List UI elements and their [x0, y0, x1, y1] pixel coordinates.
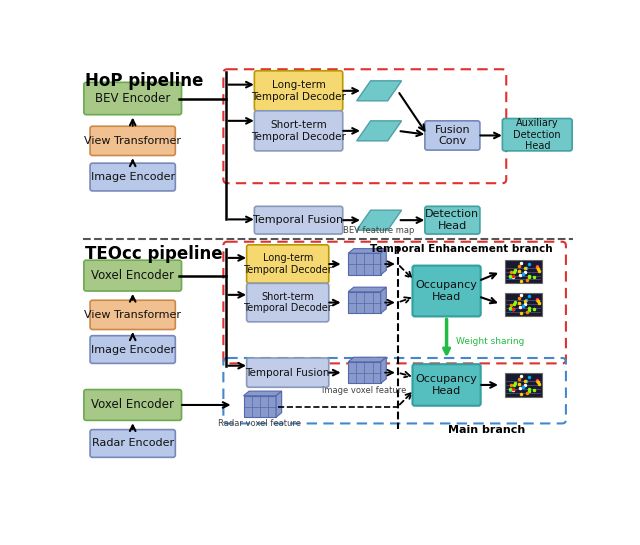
Text: Long-term
Temporal Decoder: Long-term Temporal Decoder	[251, 80, 346, 101]
FancyBboxPatch shape	[84, 260, 182, 291]
FancyBboxPatch shape	[246, 358, 329, 387]
Text: Image Encoder: Image Encoder	[91, 344, 175, 355]
FancyBboxPatch shape	[505, 293, 542, 316]
Text: Occupancy
Head: Occupancy Head	[415, 374, 477, 396]
FancyBboxPatch shape	[254, 111, 343, 151]
Text: View Transformer: View Transformer	[84, 136, 181, 146]
FancyBboxPatch shape	[90, 300, 175, 330]
FancyBboxPatch shape	[425, 207, 480, 234]
Polygon shape	[348, 357, 387, 362]
Text: Weight sharing: Weight sharing	[456, 337, 524, 346]
Text: BEV feature map: BEV feature map	[344, 226, 415, 235]
Polygon shape	[244, 391, 282, 396]
FancyBboxPatch shape	[84, 390, 182, 420]
Text: Image Encoder: Image Encoder	[91, 172, 175, 182]
Polygon shape	[356, 81, 402, 101]
Text: HoP pipeline: HoP pipeline	[85, 71, 204, 89]
Text: Occupancy
Head: Occupancy Head	[415, 280, 477, 302]
FancyBboxPatch shape	[90, 429, 175, 457]
Text: Fusion
Conv: Fusion Conv	[435, 125, 470, 146]
Polygon shape	[348, 362, 381, 384]
Text: Voxel Encoder: Voxel Encoder	[91, 269, 174, 282]
FancyBboxPatch shape	[90, 163, 175, 191]
FancyBboxPatch shape	[502, 118, 572, 151]
FancyBboxPatch shape	[425, 121, 480, 150]
FancyBboxPatch shape	[412, 364, 481, 405]
Text: TEOcc pipeline: TEOcc pipeline	[85, 245, 223, 263]
Polygon shape	[356, 121, 402, 141]
Polygon shape	[381, 249, 387, 275]
Polygon shape	[381, 357, 387, 384]
Text: Short-term
Temporal Decoder: Short-term Temporal Decoder	[251, 120, 346, 142]
FancyBboxPatch shape	[84, 82, 182, 114]
Text: View Transformer: View Transformer	[84, 310, 181, 320]
FancyBboxPatch shape	[246, 283, 329, 322]
Text: Main branch: Main branch	[449, 426, 525, 435]
Polygon shape	[348, 287, 387, 292]
FancyBboxPatch shape	[254, 71, 343, 111]
Polygon shape	[356, 210, 402, 230]
Text: Radar voxel feature: Radar voxel feature	[218, 419, 301, 428]
Text: Auxiliary
Detection
Head: Auxiliary Detection Head	[513, 118, 561, 152]
Text: Voxel Encoder: Voxel Encoder	[91, 398, 174, 411]
Polygon shape	[381, 287, 387, 313]
Text: Detection
Head: Detection Head	[426, 209, 479, 231]
FancyBboxPatch shape	[90, 336, 175, 364]
Text: Temporal Fusion: Temporal Fusion	[253, 215, 344, 225]
FancyBboxPatch shape	[246, 245, 329, 283]
Text: Long-term
Temporal Decoder: Long-term Temporal Decoder	[243, 253, 332, 275]
Polygon shape	[244, 396, 276, 417]
Text: Temporal Enhancement branch: Temporal Enhancement branch	[370, 244, 552, 254]
Text: Temporal Fusion: Temporal Fusion	[246, 368, 330, 378]
Polygon shape	[348, 253, 381, 275]
Text: Radar Encoder: Radar Encoder	[92, 439, 174, 449]
FancyBboxPatch shape	[412, 265, 481, 317]
Polygon shape	[348, 249, 387, 253]
Polygon shape	[276, 391, 282, 417]
Text: BEV Encoder: BEV Encoder	[95, 92, 170, 105]
Text: Short-term
Temporal Decoder: Short-term Temporal Decoder	[243, 292, 332, 313]
Text: image voxel feature: image voxel feature	[322, 386, 406, 395]
FancyBboxPatch shape	[254, 207, 343, 234]
FancyBboxPatch shape	[505, 373, 542, 397]
FancyBboxPatch shape	[90, 126, 175, 155]
Polygon shape	[348, 292, 381, 313]
FancyBboxPatch shape	[505, 260, 542, 283]
